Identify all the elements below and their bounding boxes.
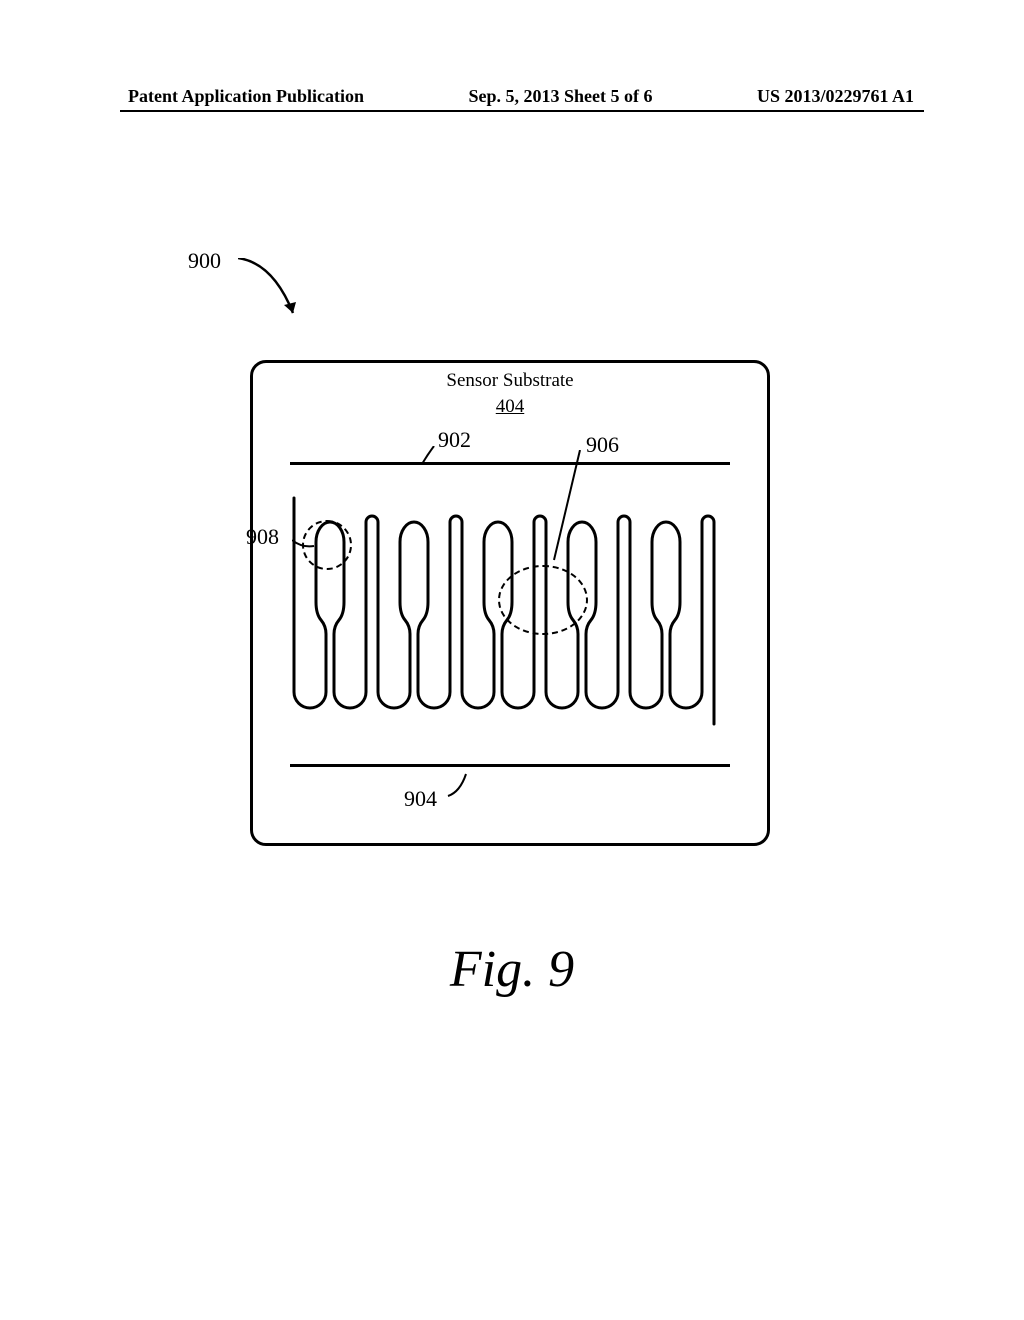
substrate-title: Sensor Substrate bbox=[250, 370, 770, 392]
callout-ellipse-906 bbox=[498, 565, 588, 635]
ref-label-904: 904 bbox=[404, 786, 437, 812]
ref-label-900: 900 bbox=[188, 248, 221, 274]
leader-902 bbox=[420, 446, 450, 470]
header-rule bbox=[120, 110, 924, 112]
leader-904 bbox=[446, 772, 472, 798]
header-center: Sep. 5, 2013 Sheet 5 of 6 bbox=[469, 86, 653, 107]
figure-caption: Fig. 9 bbox=[120, 940, 904, 999]
ref-label-906: 906 bbox=[586, 432, 619, 458]
leader-908 bbox=[292, 538, 316, 552]
leader-arrow-900 bbox=[238, 258, 318, 338]
leader-906 bbox=[550, 450, 590, 570]
top-electrode-line bbox=[290, 462, 730, 465]
header-left: Patent Application Publication bbox=[128, 86, 364, 107]
substrate-ref: 404 bbox=[250, 396, 770, 418]
page-header: Patent Application Publication Sep. 5, 2… bbox=[0, 86, 1024, 107]
bottom-electrode-line bbox=[290, 764, 730, 767]
header-right: US 2013/0229761 A1 bbox=[757, 86, 914, 107]
ref-label-908: 908 bbox=[246, 524, 279, 550]
figure-9: 900 Sensor Substrate 404 902 bbox=[120, 200, 904, 1120]
